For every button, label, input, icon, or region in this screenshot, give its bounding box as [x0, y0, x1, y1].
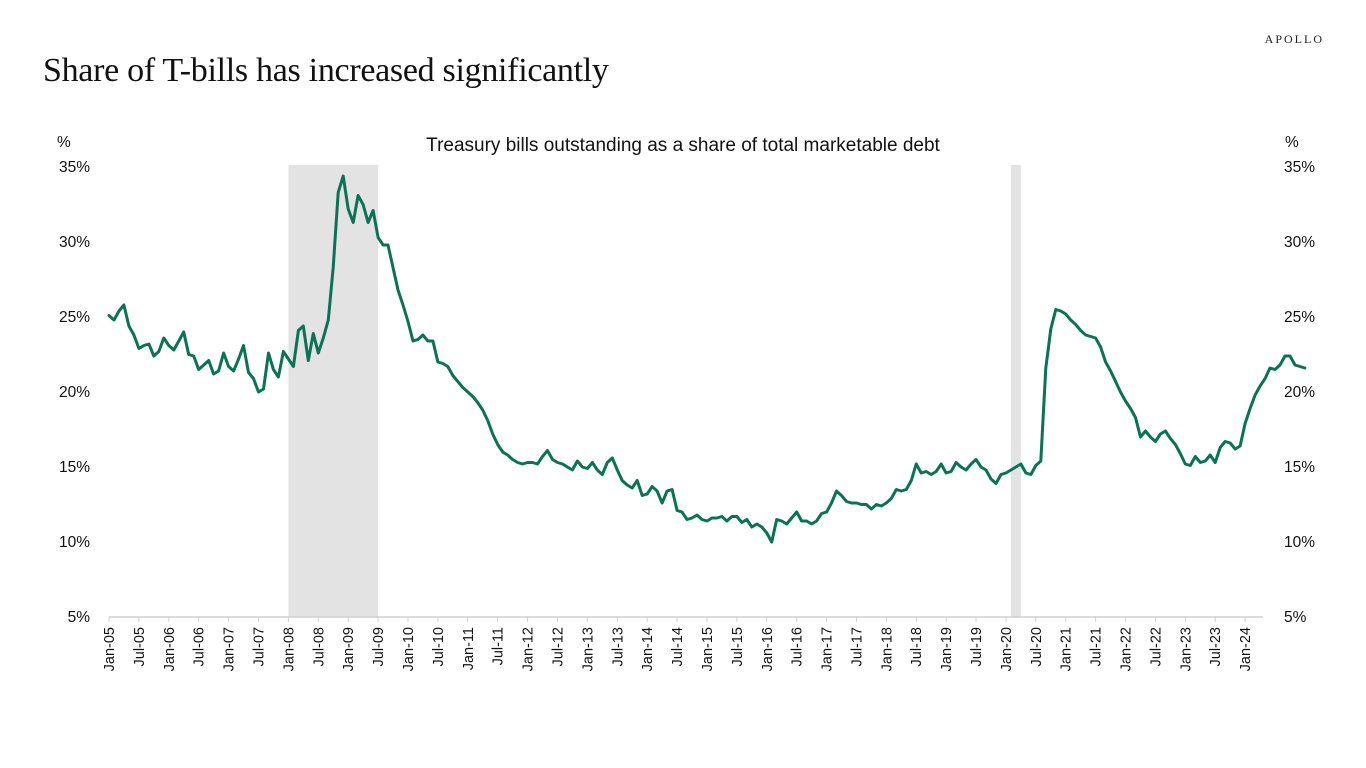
y-axis-right: 5% 10% 15% 20% 25% 30% 35% — [1284, 159, 1315, 626]
x-tick-label: Jan-09 — [341, 627, 357, 671]
x-tick-label: Jul-15 — [730, 627, 746, 667]
x-axis: Jan-05 Jul-05 Jan-06 Jul-06 Jan-07 Jul-07 Jan-… — [102, 616, 1263, 671]
series-line-0 — [107, 174, 1307, 544]
brand-logo: APOLLO — [1264, 32, 1324, 46]
x-tick-label: Jan-07 — [222, 627, 238, 671]
y-axis-unit-left: % — [57, 134, 71, 151]
y-tick-label-left: 10% — [59, 534, 90, 551]
x-tick-label: Jan-18 — [879, 627, 895, 671]
y-tick-label-right: 30% — [1284, 234, 1315, 251]
y-tick-label-right: 5% — [1284, 609, 1307, 626]
x-tick-label: Jul-23 — [1208, 627, 1224, 667]
x-tick-label: Jul-11 — [491, 627, 507, 665]
x-tick-label: Jul-05 — [132, 627, 148, 667]
x-tick-label: Jan-08 — [281, 627, 297, 671]
y-tick-label-left: 15% — [59, 459, 90, 476]
x-tick-label: Jan-05 — [102, 627, 118, 671]
x-tick-label: Jul-09 — [371, 627, 387, 667]
x-tick-label: Jan-15 — [700, 627, 716, 671]
x-tick-label: Jul-22 — [1148, 627, 1164, 667]
x-tick-label: Jul-07 — [251, 627, 267, 667]
y-tick-label-right: 20% — [1284, 384, 1315, 401]
x-tick-label: Jul-18 — [909, 627, 925, 667]
y-tick-label-right: 35% — [1284, 159, 1315, 176]
x-tick-label: Jan-06 — [162, 627, 178, 671]
page-title: Share of T-bills has increased significa… — [43, 52, 609, 89]
x-tick-label: Jul-20 — [1029, 627, 1045, 667]
y-axis-unit-right: % — [1285, 134, 1299, 151]
shaded-periods — [288, 165, 1021, 617]
y-tick-label-left: 30% — [59, 234, 90, 251]
y-tick-label-left: 5% — [68, 609, 91, 626]
x-tick-label: Jan-10 — [401, 627, 417, 671]
x-tick-label: Jan-12 — [521, 627, 537, 671]
y-tick-label-right: 15% — [1284, 459, 1315, 476]
x-tick-label: Jul-13 — [610, 627, 626, 667]
shaded-period-1 — [1010, 165, 1021, 617]
shaded-period-0 — [288, 165, 379, 617]
x-tick-label: Jan-14 — [640, 627, 656, 671]
y-tick-label-left: 25% — [59, 309, 90, 326]
y-tick-label-right: 25% — [1284, 309, 1315, 326]
x-tick-label: Jan-19 — [939, 627, 955, 671]
x-tick-label: Jul-14 — [670, 627, 686, 667]
x-tick-label: Jan-21 — [1059, 627, 1075, 671]
x-tick-label: Jan-13 — [580, 627, 596, 671]
y-tick-label-left: 20% — [59, 384, 90, 401]
y-axis-left: 5% 10% 15% 20% 25% 30% 35% — [59, 159, 90, 626]
x-tick-label: Jul-08 — [311, 627, 327, 667]
x-tick-label: Jul-12 — [550, 627, 566, 667]
x-tick-label: Jul-19 — [969, 627, 985, 667]
x-tick-label: Jul-17 — [849, 627, 865, 667]
x-tick-label: Jan-23 — [1178, 627, 1194, 671]
x-tick-label: Jan-16 — [760, 627, 776, 671]
y-tick-label-right: 10% — [1284, 534, 1315, 551]
x-tick-label: Jul-06 — [192, 627, 208, 667]
chart-title: Treasury bills outstanding as a share of… — [426, 135, 940, 156]
x-tick-label: Jan-24 — [1238, 627, 1254, 671]
x-tick-label: Jan-22 — [1119, 627, 1135, 671]
x-tick-label: Jan-11 — [461, 627, 477, 670]
x-tick-label: Jul-10 — [431, 627, 447, 667]
x-tick-label: Jan-20 — [999, 627, 1015, 671]
x-tick-label: Jan-17 — [820, 627, 836, 671]
x-tick-label: Jul-21 — [1089, 627, 1105, 667]
series-group — [107, 174, 1307, 544]
x-tick-label: Jul-16 — [790, 627, 806, 667]
y-tick-label-left: 35% — [59, 159, 90, 176]
